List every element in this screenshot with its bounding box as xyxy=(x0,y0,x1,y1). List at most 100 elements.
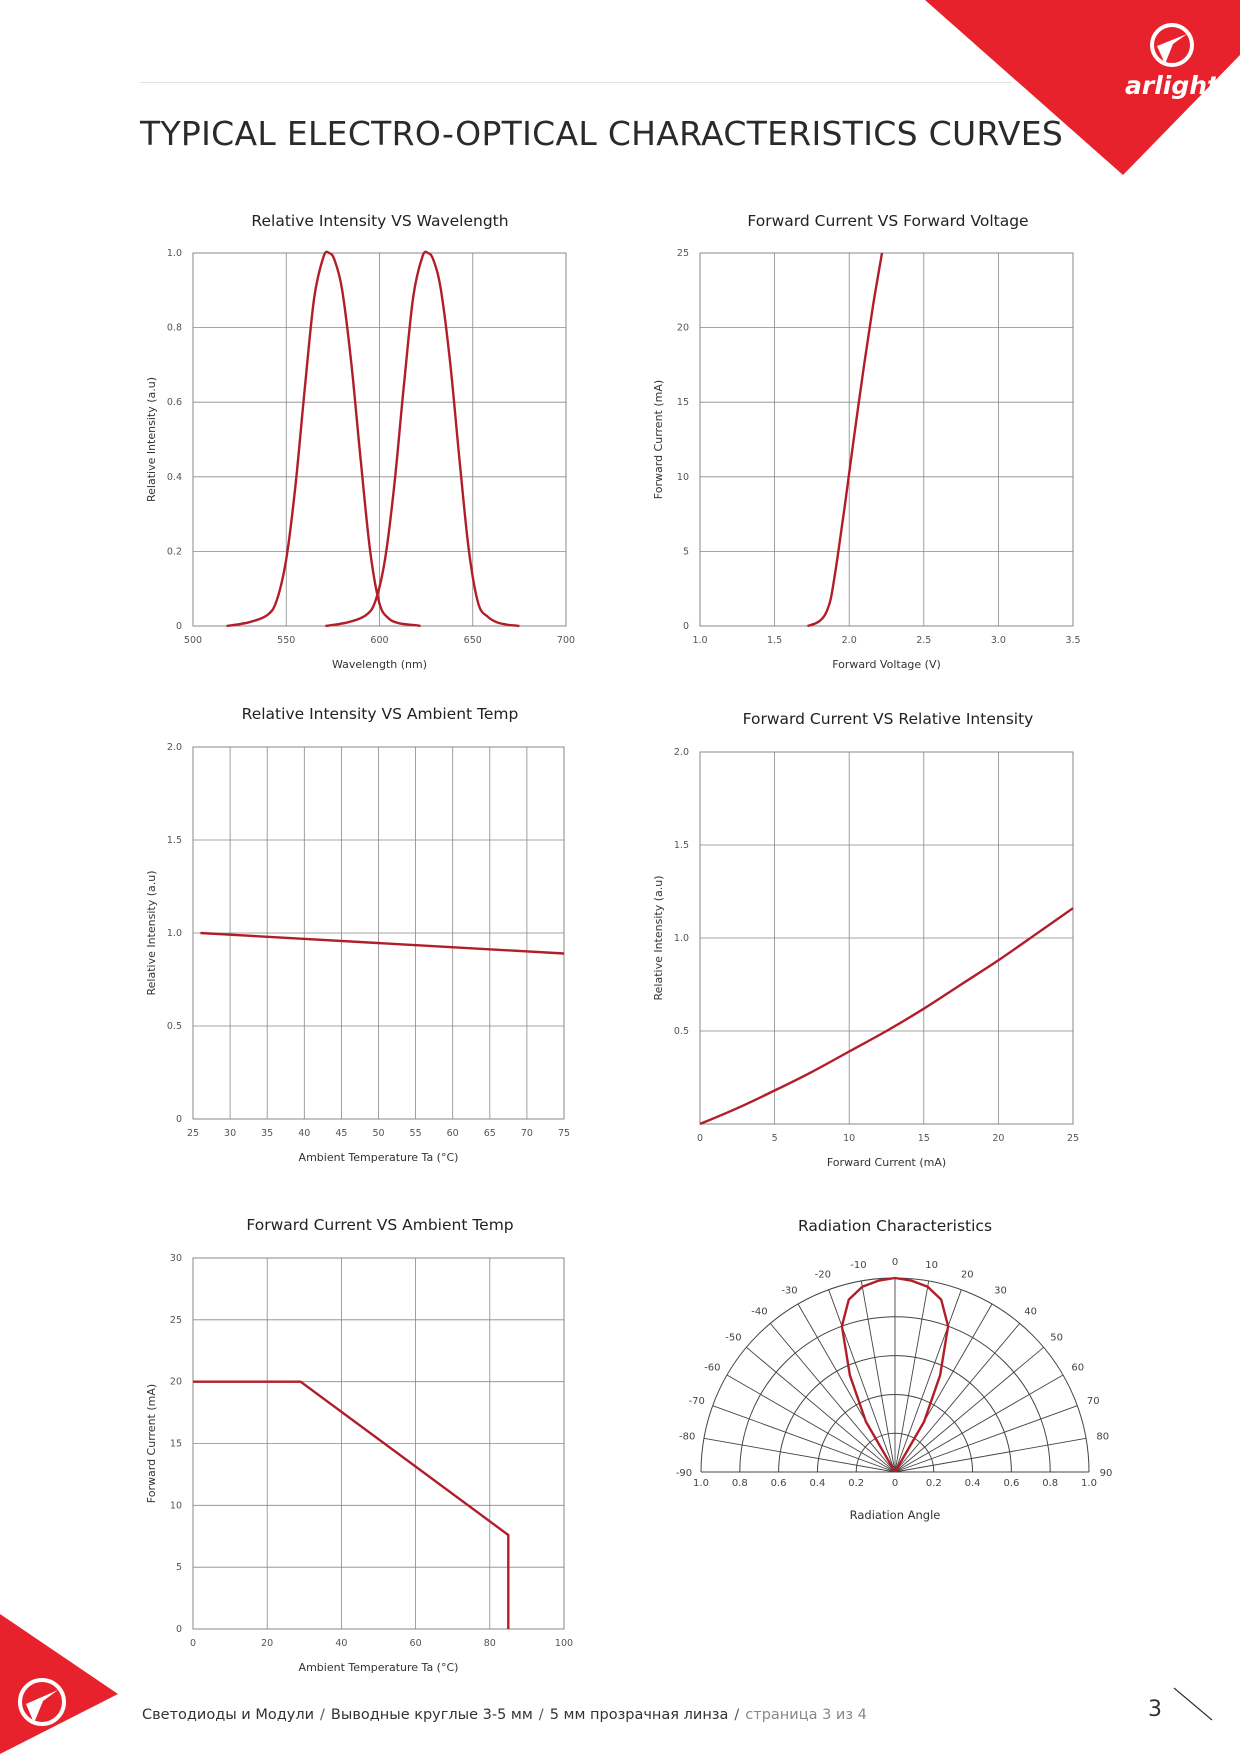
chart-wavelength: Relative Intensity VS Wavelength 500 550 60… xyxy=(145,212,575,671)
brand-wordmark: arlight xyxy=(1125,71,1220,100)
y-axis-label: Relative Intensity (a.u) xyxy=(145,377,158,502)
polar-spoke xyxy=(894,1374,1064,1473)
x-tick-label: 55 xyxy=(410,1128,422,1139)
footer-separator: / xyxy=(320,1707,325,1723)
chart-current_intensity: Forward Current VS Relative Intensity 0 5 1… xyxy=(652,710,1079,1169)
x-axis-label: Forward Voltage (V) xyxy=(832,658,941,671)
radial-tick-label: 0.6 xyxy=(771,1478,787,1489)
polar-spoke xyxy=(894,1405,1078,1473)
y-tick-label: 0.5 xyxy=(674,1026,689,1037)
x-tick-label: 650 xyxy=(464,635,482,646)
x-axis-label: Ambient Temperature Ta (°C) xyxy=(299,1151,459,1164)
angle-tick-label: 40 xyxy=(1024,1306,1037,1317)
y-tick-label: 1.0 xyxy=(674,933,689,944)
footer-separator: / xyxy=(734,1707,740,1723)
radial-tick-label: 0.4 xyxy=(965,1478,981,1489)
y-tick-label: 20 xyxy=(677,323,689,334)
series-line xyxy=(193,1380,510,1629)
y-tick-label: 1.5 xyxy=(167,835,182,846)
angle-tick-label: -20 xyxy=(815,1270,831,1281)
series-line xyxy=(226,250,421,628)
x-tick-label: 3.5 xyxy=(1065,635,1080,646)
series-line xyxy=(699,907,1074,1126)
page-title: TYPICAL ELECTRO-OPTICAL CHARACTERISTICS … xyxy=(140,114,1064,153)
x-tick-label: 0 xyxy=(697,1133,703,1144)
angle-tick-label: -40 xyxy=(751,1306,767,1317)
y-tick-label: 2.0 xyxy=(167,742,182,753)
y-tick-label: 2.0 xyxy=(674,747,689,758)
angle-tick-label: 50 xyxy=(1050,1332,1063,1343)
radial-tick-label: 1.0 xyxy=(693,1478,709,1489)
y-tick-label: 15 xyxy=(677,397,689,408)
x-tick-label: 30 xyxy=(224,1128,236,1139)
brand-corner: arlight xyxy=(925,0,1240,175)
radial-tick-label: 0.2 xyxy=(848,1478,864,1489)
y-tick-label: 25 xyxy=(677,248,689,259)
chart-radiation: Radiation Characteristics -90 -80 -70 -60 -50… xyxy=(676,1217,1113,1522)
x-tick-label: 3.0 xyxy=(991,635,1006,646)
y-tick-label: 0.8 xyxy=(167,323,182,334)
angle-tick-label: 0 xyxy=(892,1257,898,1268)
polar-spoke xyxy=(894,1437,1087,1473)
x-tick-label: 45 xyxy=(335,1128,347,1139)
x-tick-label: 25 xyxy=(187,1128,199,1139)
x-tick-label: 700 xyxy=(557,635,575,646)
x-tick-label: 40 xyxy=(335,1638,347,1649)
y-tick-label: 25 xyxy=(170,1315,182,1326)
radial-tick-label: 0.8 xyxy=(732,1478,748,1489)
y-axis-label: Forward Current (mA) xyxy=(145,1384,158,1503)
y-tick-label: 0 xyxy=(176,1114,182,1125)
x-tick-label: 60 xyxy=(447,1128,459,1139)
footer-product: 5 мм прозрачная линза xyxy=(549,1707,729,1723)
x-tick-label: 80 xyxy=(484,1638,496,1649)
x-tick-label: 65 xyxy=(484,1128,496,1139)
x-tick-label: 5 xyxy=(772,1133,778,1144)
angle-tick-label: 90 xyxy=(1100,1468,1113,1479)
footer-subcategory: Выводные круглые 3-5 мм xyxy=(330,1707,533,1723)
chart-title: Radiation Characteristics xyxy=(798,1217,992,1235)
y-tick-label: 0.4 xyxy=(167,472,182,483)
radial-tick-label: 0.8 xyxy=(1042,1478,1058,1489)
polar-spoke xyxy=(828,1289,896,1473)
radial-tick-label: 0 xyxy=(892,1478,898,1489)
y-tick-label: 0 xyxy=(176,1624,182,1635)
radial-tick-label: 0.6 xyxy=(1003,1478,1019,1489)
x-tick-label: 500 xyxy=(184,635,202,646)
arlight-logo-icon-bottom xyxy=(18,1678,66,1726)
angle-tick-label: 60 xyxy=(1071,1363,1084,1374)
y-tick-label: 10 xyxy=(677,472,689,483)
x-axis-label: Wavelength (nm) xyxy=(332,658,427,671)
polar-spoke xyxy=(894,1346,1044,1473)
footer-page-info: страница 3 из 4 xyxy=(745,1707,867,1723)
arlight-logo-icon xyxy=(1150,23,1194,67)
angle-tick-label: 80 xyxy=(1096,1431,1109,1442)
x-tick-label: 60 xyxy=(410,1638,422,1649)
corner-diagonal-line xyxy=(1173,1687,1213,1721)
series-line xyxy=(200,931,565,955)
chart-title: Relative Intensity VS Ambient Temp xyxy=(242,705,519,723)
y-axis-label: Relative Intensity (a.u) xyxy=(145,870,158,995)
y-tick-label: 0.6 xyxy=(167,397,182,408)
x-tick-label: 35 xyxy=(261,1128,273,1139)
x-tick-label: 100 xyxy=(555,1638,573,1649)
x-axis-label: Forward Current (mA) xyxy=(827,1156,946,1169)
x-tick-label: 20 xyxy=(261,1638,273,1649)
polar-spoke xyxy=(894,1280,930,1473)
polar-spoke xyxy=(746,1346,896,1473)
angle-tick-label: 30 xyxy=(994,1285,1007,1296)
chart-temp_intensity: Relative Intensity VS Ambient Temp 25 30 35… xyxy=(145,705,570,1164)
angle-tick-label: 70 xyxy=(1087,1396,1100,1407)
footer-category: Светодиоды и Модули xyxy=(142,1707,315,1723)
x-tick-label: 40 xyxy=(298,1128,310,1139)
polar-spoke xyxy=(894,1323,1021,1473)
y-tick-label: 5 xyxy=(176,1562,182,1573)
x-axis-label: Ambient Temperature Ta (°C) xyxy=(299,1661,459,1674)
polar-spoke xyxy=(860,1280,896,1473)
brand-triangle xyxy=(925,0,1240,175)
x-tick-label: 600 xyxy=(370,635,388,646)
x-tick-label: 75 xyxy=(558,1128,570,1139)
x-tick-label: 1.5 xyxy=(767,635,782,646)
x-tick-label: 20 xyxy=(992,1133,1004,1144)
angle-tick-label: -80 xyxy=(679,1431,695,1442)
